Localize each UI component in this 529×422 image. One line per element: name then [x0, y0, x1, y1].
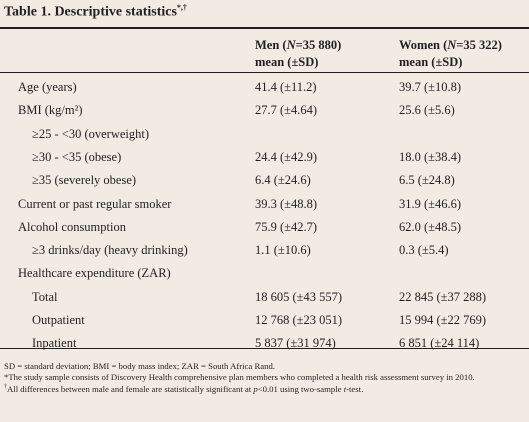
- top-rule: [0, 27, 529, 29]
- title-footnote-marks: *,†: [176, 3, 187, 12]
- column-header-men: Men (N=35 880) mean (±SD): [255, 38, 342, 69]
- table-row-inpatient: Inpatient 5 837 (±31 974) 6 851 (±24 114…: [32, 336, 480, 351]
- table-row-overweight: ≥25 - <30 (overweight): [32, 126, 150, 141]
- column-header-women: Women (N=35 322) mean (±SD): [399, 38, 502, 69]
- table-row-age: Age (years) 41.4 (±11.2) 39.7 (±10.8): [18, 80, 462, 94]
- table-row-healthcare: Healthcare expenditure (ZAR): [18, 266, 171, 281]
- table-row-total: Total 18 605 (±43 557) 22 845 (±37 288): [32, 289, 487, 304]
- table-row-alcohol: Alcohol consumption 75.9 (±42.7) 62.0 (±…: [18, 219, 462, 234]
- bottom-rule: [0, 348, 529, 349]
- table-row-bmi: BMI (kg/m²) 27.7 (±4.64) 25.6 (±5.6): [18, 103, 455, 118]
- header-rule: [0, 72, 529, 73]
- table-row-severely-obese: ≥35 (severely obese) 6.4 (±24.6) 6.5 (±2…: [32, 173, 455, 188]
- footnote-abbreviations: SD = standard deviation; BMI = body mass…: [4, 361, 275, 371]
- table-row-outpatient: Outpatient 12 768 (±23 051) 15 994 (±22 …: [32, 313, 487, 327]
- table-row-obese: ≥30 - <35 (obese) 24.4 (±42.9) 18.0 (±38…: [32, 149, 462, 164]
- table-footnotes: SD = standard deviation; BMI = body mass…: [4, 361, 514, 394]
- footnote-sample: *The study sample consists of Discovery …: [4, 371, 475, 382]
- table-row-smoker: Current or past regular smoker 39.3 (±48…: [18, 196, 462, 211]
- footnote-significance: †All differences between male and female…: [4, 383, 364, 394]
- table-title: Table 1. Descriptive statistics*,†: [4, 3, 187, 20]
- table-row-heavy-drinking: ≥3 drinks/day (heavy drinking) 1.1 (±10.…: [32, 243, 449, 258]
